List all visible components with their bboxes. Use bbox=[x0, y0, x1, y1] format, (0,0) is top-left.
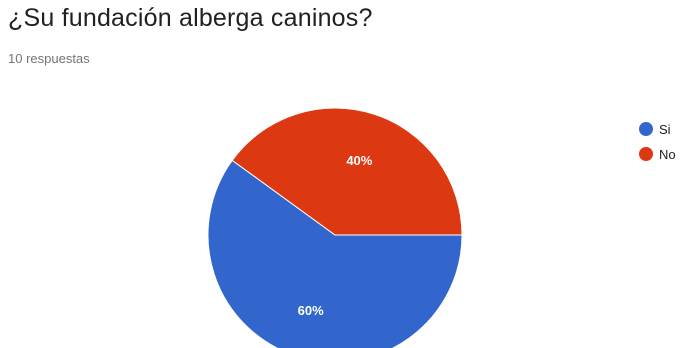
legend-label-si: Si bbox=[659, 122, 671, 137]
pie-slices bbox=[207, 107, 463, 348]
chart-legend: Si No bbox=[639, 122, 676, 162]
pie-slice-labels: 60% 40% bbox=[298, 153, 373, 318]
pie-slice-no bbox=[231, 107, 463, 236]
pie-slice-si bbox=[207, 159, 463, 348]
response-count: 10 respuestas bbox=[8, 51, 90, 66]
pie-slice-label-si: 60% bbox=[298, 303, 324, 318]
question-title: ¿Su fundación alberga caninos? bbox=[8, 4, 373, 32]
legend-label-no: No bbox=[659, 147, 676, 162]
pie-slice-label-no: 40% bbox=[346, 153, 372, 168]
legend-swatch-si bbox=[639, 122, 653, 136]
legend-swatch-no bbox=[639, 147, 653, 161]
